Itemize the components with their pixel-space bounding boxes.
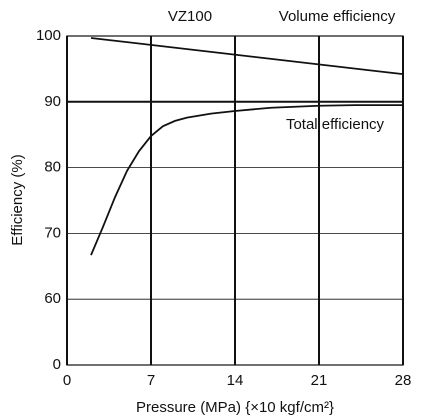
series-label: Volume efficiency bbox=[279, 8, 396, 25]
x-tick-label: 7 bbox=[147, 372, 155, 389]
series-label: Total efficiency bbox=[286, 116, 385, 133]
y-tick-label: 60 bbox=[44, 290, 61, 307]
x-tick-label: 0 bbox=[63, 372, 71, 389]
y-tick-label: 70 bbox=[44, 224, 61, 241]
y-axis-label: Efficiency (%) bbox=[9, 154, 26, 245]
x-tick-label: 28 bbox=[395, 372, 412, 389]
y-tick-label: 0 bbox=[53, 356, 61, 373]
x-tick-label: 14 bbox=[227, 372, 244, 389]
y-tick-label: 100 bbox=[36, 27, 61, 44]
chart-title: VZ100 bbox=[168, 8, 212, 25]
x-tick-label: 21 bbox=[311, 372, 328, 389]
x-axis-label: Pressure (MPa) {×10 kgf/cm²} bbox=[136, 399, 334, 416]
line bbox=[90, 104, 403, 256]
y-tick-label: 80 bbox=[44, 159, 61, 176]
y-tick-label: 90 bbox=[44, 93, 61, 110]
line bbox=[90, 37, 404, 76]
